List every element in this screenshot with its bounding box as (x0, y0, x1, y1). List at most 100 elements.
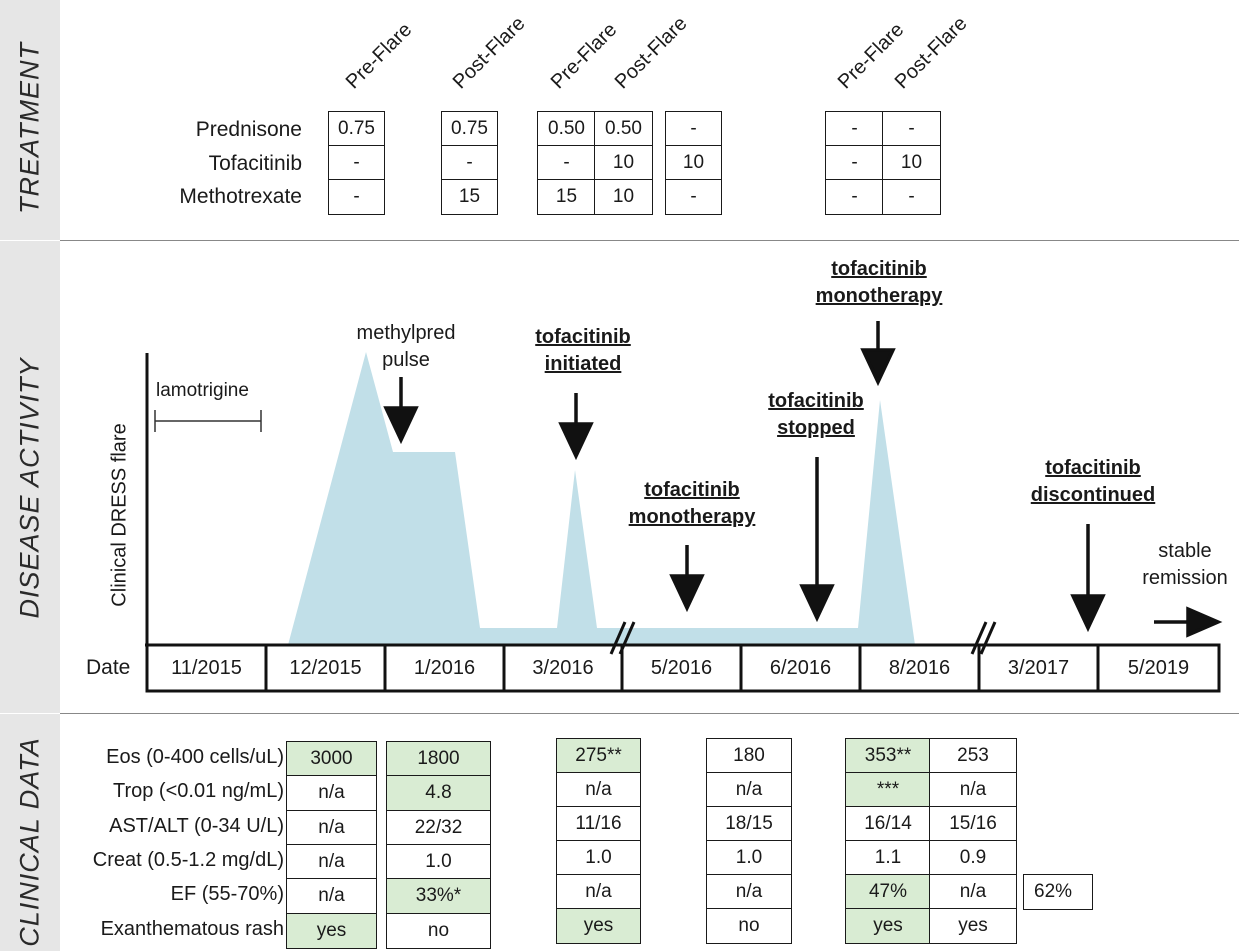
lab-cell: 33%* (386, 878, 491, 914)
lab-cell: yes (286, 913, 377, 949)
discontinued-line-2: discontinued (1030, 484, 1156, 506)
date-cell: 1/2016 (413, 656, 476, 679)
lab-cell: 1800 (386, 741, 491, 777)
lab-cell: n/a (286, 810, 377, 846)
lab-cell: 0.9 (929, 840, 1017, 876)
lab-cell: 275** (556, 738, 641, 774)
clinical-band (0, 714, 60, 951)
date-cell: 8/2016 (888, 656, 951, 679)
lab-cell: n/a (929, 772, 1017, 808)
disease-band (0, 241, 60, 713)
date-cell: 5/2016 (650, 656, 713, 679)
dose-cell: - (665, 111, 722, 147)
lab-cell: n/a (286, 775, 377, 811)
clinical-label-eos: Eos (0-400 cells/uL) (106, 746, 284, 768)
lab-cell: yes (845, 908, 931, 944)
dose-cell: 0.75 (328, 111, 385, 147)
date-row-box (145, 643, 1221, 693)
lab-cell: 1.0 (386, 844, 491, 880)
drug-label-prednisone: Prednisone (195, 118, 302, 141)
stable-line-2: remission (1142, 567, 1228, 589)
axis-break (609, 621, 627, 655)
date-cell: 5/2019 (1127, 656, 1190, 679)
methylpred-line-1: methylpred (356, 322, 456, 344)
dose-cell: - (825, 145, 884, 181)
mono1-line-1: tofacitinib (644, 479, 740, 501)
separator-1 (60, 240, 1239, 241)
flare-area (288, 352, 915, 645)
lab-cell: n/a (556, 874, 641, 910)
dose-cell: - (328, 179, 385, 215)
date-cell: 6/2016 (769, 656, 832, 679)
date-cell: 3/2017 (1007, 656, 1070, 679)
dose-cell: 10 (665, 145, 722, 181)
mono2-arrowhead (860, 348, 896, 387)
lab-cell: 16/14 (845, 806, 931, 842)
dose-cell: - (665, 179, 722, 215)
dose-cell: 10 (594, 179, 653, 215)
lamotrigine-label: lamotrigine (156, 380, 249, 401)
stopped-arrowhead (799, 584, 835, 623)
drug-label-methotrexate: Methotrexate (179, 185, 302, 208)
lab-cell: 4.8 (386, 775, 491, 811)
tofacitinib-initiated-label: tofacitinib initiated (535, 324, 631, 378)
tofacitinib-discontinued-label: tofacitinib discontinued (1031, 455, 1155, 509)
methylpred-label: methylpred pulse (357, 320, 456, 374)
lab-cell: n/a (706, 874, 792, 910)
axis-break (979, 621, 997, 655)
date-cell: 12/2015 (289, 656, 362, 679)
y-axis-label: Clinical DRESS flare (108, 423, 131, 607)
tofacitinib-monotherapy-label-2: tofacitinib monotherapy (816, 256, 943, 310)
tofacitinib-initiated-line-2: initiated (544, 353, 622, 375)
lab-cell: no (386, 913, 491, 949)
dose-cell: 15 (441, 179, 498, 215)
lab-cell: 22/32 (386, 810, 491, 846)
dose-cell: 15 (537, 179, 596, 215)
lab-cell: 353** (845, 738, 931, 774)
lab-cell: 11/16 (556, 806, 641, 842)
separator-2 (60, 713, 1239, 714)
date-label: Date (86, 656, 131, 679)
mono2-line-2: monotherapy (815, 285, 943, 307)
lab-cell: 253 (929, 738, 1017, 774)
methylpred-line-2: pulse (382, 349, 430, 371)
lab-cell: n/a (286, 844, 377, 880)
clinical-label-rash: Exanthematous rash (100, 918, 284, 940)
initiated-arrowhead (558, 422, 594, 461)
mono1-line-2: monotherapy (628, 506, 756, 528)
lab-cell: 15/16 (929, 806, 1017, 842)
dose-cell: 10 (594, 145, 653, 181)
lab-cell: yes (929, 908, 1017, 944)
lab-cell: 47% (845, 874, 931, 910)
lab-cell: 62% (1023, 874, 1093, 910)
lab-cell: n/a (929, 874, 1017, 910)
stable-arrowhead (1186, 606, 1223, 638)
lab-cell: 1.1 (845, 840, 931, 876)
discontinued-arrowhead (1070, 594, 1106, 633)
stopped-line-2: stopped (777, 417, 855, 439)
axis-break (970, 621, 988, 655)
treatment-band (0, 0, 60, 240)
tofacitinib-monotherapy-label-1: tofacitinib monotherapy (629, 477, 756, 531)
lab-cell: yes (556, 908, 641, 944)
stable-remission-label: stable remission (1142, 538, 1228, 592)
lab-cell: 1.0 (706, 840, 792, 876)
tofacitinib-stopped-label: tofacitinib stopped (768, 388, 864, 442)
lab-cell: n/a (556, 772, 641, 808)
tofacitinib-initiated-line-1: tofacitinib (535, 326, 631, 348)
clinical-label-trop: Trop (<0.01 ng/mL) (112, 780, 284, 802)
stopped-line-1: tofacitinib (768, 390, 864, 412)
lab-cell: no (706, 908, 792, 944)
dose-cell: 0.75 (441, 111, 498, 147)
mono2-line-1: tofacitinib (831, 258, 927, 280)
dose-cell: - (882, 179, 941, 215)
stable-line-1: stable (1158, 540, 1212, 562)
drug-label-tofacitinib: Tofacitinib (208, 152, 302, 175)
lab-cell: 1.0 (556, 840, 641, 876)
dose-cell: - (441, 145, 498, 181)
clinical-label-creat: Creat (0.5-1.2 mg/dL) (92, 849, 284, 871)
clinical-label-ef: EF (55-70%) (170, 883, 284, 905)
lab-cell: n/a (286, 878, 377, 914)
discontinued-line-1: tofacitinib (1045, 457, 1141, 479)
